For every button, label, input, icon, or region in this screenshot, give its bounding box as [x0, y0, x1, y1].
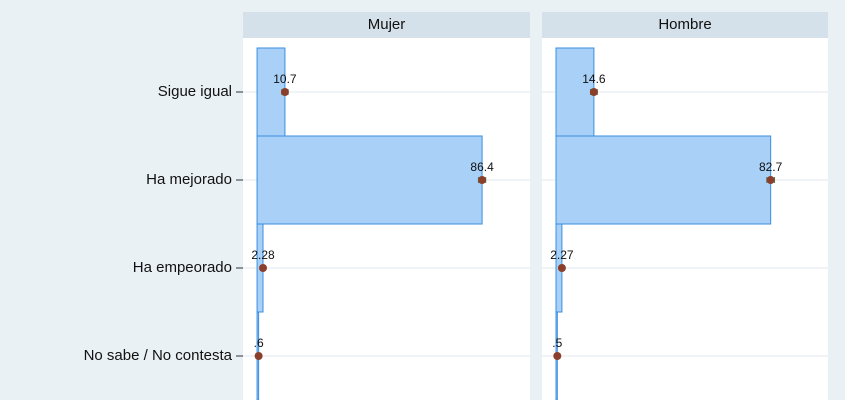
marker [478, 176, 487, 184]
marker [589, 88, 598, 96]
bar [555, 47, 595, 137]
y-tick-label: Ha mejorado [146, 171, 232, 188]
marker [766, 176, 775, 184]
marker [254, 352, 263, 360]
marker [280, 88, 289, 96]
panel-title: Mujer [368, 16, 406, 33]
y-tick-label: No sabe / No contesta [84, 347, 233, 364]
marker [553, 352, 562, 360]
marker [557, 264, 566, 272]
value-label: 86.4 [470, 160, 494, 174]
bar [555, 135, 772, 225]
value-label: 2.27 [550, 248, 574, 262]
value-label: 2.28 [251, 248, 275, 262]
value-label: .5 [552, 336, 562, 350]
value-label: 14.6 [582, 72, 606, 86]
panel-header [542, 12, 828, 38]
value-label: 82.7 [759, 160, 783, 174]
bar [256, 47, 286, 137]
marker [259, 264, 268, 272]
panel-header [243, 12, 530, 38]
y-tick-label: Sigue igual [158, 83, 232, 100]
value-label: .6 [254, 336, 264, 350]
value-label: 10.7 [273, 72, 297, 86]
panel-title: Hombre [658, 16, 711, 33]
bar [256, 135, 483, 225]
y-tick-label: Ha empeorado [133, 259, 232, 276]
